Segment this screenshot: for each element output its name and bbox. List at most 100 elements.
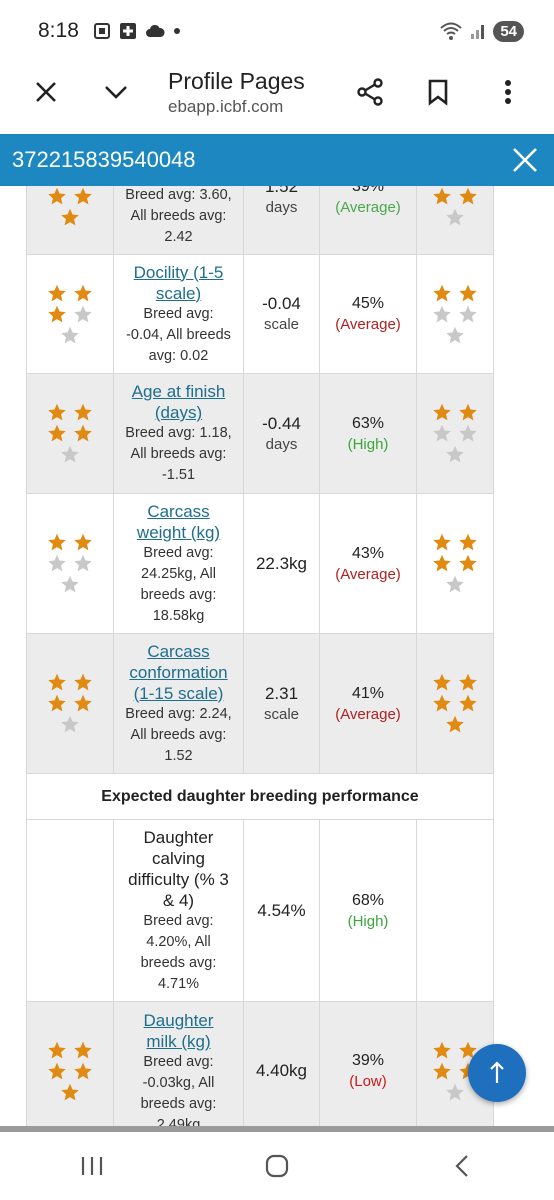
star-filled-icon	[46, 1040, 68, 1061]
table-row: Daughter calving difficulty (% 3 & 4) Breed…	[26, 819, 494, 1002]
stars-cell	[26, 186, 114, 255]
star-filled-icon	[46, 304, 68, 325]
star-filled-icon	[46, 283, 68, 304]
trait-link-carcass-conformation[interactable]: Carcass conformation (1-15 scale)	[129, 641, 228, 703]
trait-link-age-at-finish[interactable]: Age at finish (days)	[131, 382, 226, 422]
star-empty-icon	[457, 304, 479, 325]
star-empty-icon	[72, 553, 94, 574]
scroll-shadow	[0, 1126, 554, 1132]
stars-cell	[26, 819, 114, 1002]
star-filled-icon	[444, 714, 466, 735]
reliability-cell: 39% (Low)	[319, 1001, 417, 1128]
star-filled-icon	[457, 532, 479, 553]
table-row: Carcass weight (kg) Breed avg: 24.25kg, A…	[26, 493, 494, 634]
star-filled-icon	[431, 1040, 453, 1061]
trait-link-daughter-milk[interactable]: Daughter milk (kg)	[143, 1011, 214, 1051]
trait-cell: Daughter calving difficulty (% 3 & 4) Breed…	[113, 819, 244, 1002]
trait-link-carcass-weight[interactable]: Carcass weight (kg)	[136, 501, 221, 542]
value-cell: 2.31 scale	[243, 633, 320, 774]
star-filled-icon	[431, 693, 453, 714]
more-options-button[interactable]	[484, 68, 532, 116]
star-filled-icon	[431, 532, 453, 553]
star-filled-icon	[46, 186, 68, 207]
reliability-cell: 43% (Average)	[319, 493, 417, 634]
star-empty-icon	[444, 207, 466, 228]
star-filled-icon	[46, 532, 68, 553]
star-empty-icon	[59, 325, 81, 346]
star-filled-icon	[46, 402, 68, 423]
value-cell: 22.3kg	[243, 493, 320, 634]
value-cell: -0.04 scale	[243, 254, 320, 374]
star-empty-icon	[72, 304, 94, 325]
cloud-icon	[145, 24, 165, 37]
signal-icon	[471, 25, 485, 39]
recent-apps-icon	[82, 1157, 103, 1175]
scroll-to-top-button[interactable]	[468, 1044, 526, 1102]
stars-cell	[416, 186, 494, 255]
star-filled-icon	[457, 553, 479, 574]
value-cell: -0.44 days	[243, 373, 320, 494]
back-icon	[455, 1155, 468, 1177]
table-row: Docility (1-5 scale) Breed avg: -0.04, Al…	[26, 254, 494, 374]
star-filled-icon	[72, 423, 94, 444]
star-filled-icon	[59, 207, 81, 228]
star-empty-icon	[59, 714, 81, 735]
star-filled-icon	[72, 1040, 94, 1061]
profile-content[interactable]: Breed avg: 3.60, All breeds avg: 2.42 1.…	[0, 186, 554, 1128]
browser-title-block[interactable]: Profile Pages ebapp.icbf.com	[168, 68, 305, 117]
value-cell: 4.40kg	[243, 1001, 320, 1128]
stars-cell	[416, 254, 494, 374]
close-icon	[36, 82, 56, 102]
stars-cell	[416, 633, 494, 774]
star-empty-icon	[59, 574, 81, 595]
value-cell: 1.52 days	[243, 186, 320, 255]
breeding-table: Breed avg: 3.60, All breeds avg: 2.42 1.…	[26, 186, 494, 1128]
reliability-cell: 68% (High)	[319, 819, 417, 1002]
star-filled-icon	[72, 1061, 94, 1082]
bookmark-button[interactable]	[414, 68, 462, 116]
stars-cell	[416, 493, 494, 634]
star-filled-icon	[72, 186, 94, 207]
star-filled-icon	[59, 1082, 81, 1103]
star-filled-icon	[72, 532, 94, 553]
expand-button[interactable]	[92, 68, 140, 116]
animal-id-header: 372215839540048	[0, 134, 554, 186]
trait-cell: Carcass weight (kg) Breed avg: 24.25kg, A…	[113, 493, 244, 634]
trait-cell: Age at finish (days) Breed avg: 1.18, All…	[113, 373, 244, 494]
medical-icon	[119, 23, 136, 39]
star-filled-icon	[46, 1061, 68, 1082]
share-button[interactable]	[346, 68, 394, 116]
star-empty-icon	[444, 325, 466, 346]
bookmark-icon	[428, 79, 448, 106]
arrow-up-icon	[490, 1061, 504, 1083]
clock: 8:18	[38, 19, 79, 42]
recent-apps-button[interactable]	[62, 1146, 122, 1186]
star-empty-icon	[431, 423, 453, 444]
home-button[interactable]	[247, 1146, 307, 1186]
stars-cell	[26, 373, 114, 494]
close-tab-button[interactable]	[22, 68, 70, 116]
trait-cell: Breed avg: 3.60, All breeds avg: 2.42	[113, 186, 244, 255]
section-title: Expected daughter breeding performance	[26, 773, 494, 820]
notification-icons	[93, 22, 181, 40]
system-nav-bar	[0, 1132, 554, 1200]
more-vertical-icon	[505, 80, 511, 104]
battery-indicator: 54	[493, 20, 524, 42]
star-empty-icon	[444, 444, 466, 465]
trait-cell: Docility (1-5 scale) Breed avg: -0.04, Al…	[113, 254, 244, 374]
table-row: Daughter milk (kg) Breed avg: -0.03kg, Al…	[26, 1001, 494, 1128]
dot-icon	[173, 28, 180, 34]
browser-toolbar: Profile Pages ebapp.icbf.com	[0, 62, 554, 134]
reliability-cell: 39% (Average)	[319, 186, 417, 255]
back-button[interactable]	[432, 1146, 492, 1186]
stars-cell	[416, 819, 494, 1002]
star-filled-icon	[431, 672, 453, 693]
trait-link-docility[interactable]: Docility (1-5 scale)	[133, 262, 224, 303]
star-filled-icon	[457, 672, 479, 693]
star-filled-icon	[457, 186, 479, 207]
close-icon[interactable]	[508, 143, 542, 177]
trait-cell: Daughter milk (kg) Breed avg: -0.03kg, Al…	[113, 1001, 244, 1128]
star-filled-icon	[72, 402, 94, 423]
star-filled-icon	[431, 402, 453, 423]
star-filled-icon	[457, 402, 479, 423]
